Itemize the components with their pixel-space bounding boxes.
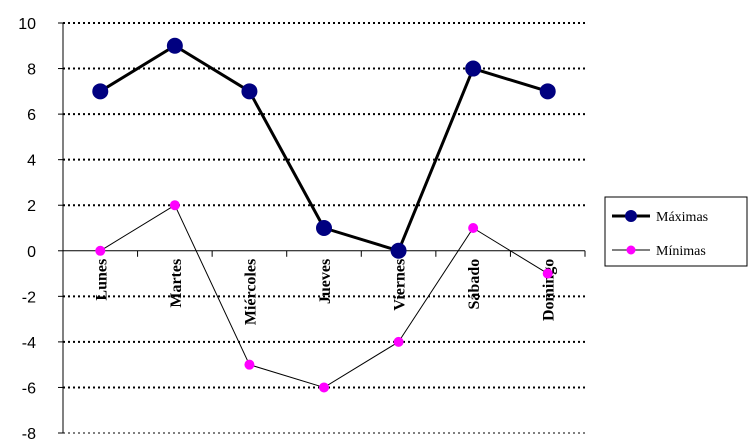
maximas-point: [539, 83, 556, 100]
minimas-point: [319, 382, 329, 393]
y-tick-label: 4: [27, 153, 36, 170]
minimas-point: [169, 200, 180, 211]
minimas-point: [468, 223, 479, 233]
x-tick-label: Domingo: [541, 259, 558, 321]
y-tick-label: -6: [22, 380, 36, 397]
y-axis-ticks: -8 -6 -4 -2 0 2 4 6 8 10: [18, 16, 63, 441]
legend-label-maximas: Máximas: [656, 210, 708, 225]
x-tick-label: Jueves: [317, 259, 334, 304]
x-tick-label: Sábado: [466, 259, 483, 310]
minimas-point: [393, 336, 404, 347]
y-tick-label: -4: [22, 335, 36, 352]
y-tick-label: -2: [22, 289, 36, 306]
legend: Máximas Mínimas: [604, 196, 748, 267]
minimas-point: [542, 268, 553, 279]
y-tick-label: 6: [27, 107, 36, 124]
legend-marker-minimas: [626, 245, 636, 255]
x-tick-label: Lunes: [93, 259, 110, 301]
x-tick-label: Martes: [168, 259, 185, 308]
legend-box: [604, 196, 748, 267]
maximas-point: [465, 60, 482, 77]
y-tick-label: 8: [27, 62, 36, 79]
x-axis-tick-labels: Lunes Martes Miércoles Jueves Viernes Sábado D…: [62, 250, 586, 325]
x-tick-label: Miércoles: [242, 259, 259, 325]
y-tick-label: 2: [27, 198, 36, 215]
series-lines: [99, 44, 549, 388]
minimas-point: [244, 359, 255, 370]
y-tick-label: 0: [27, 244, 36, 261]
legend-label-minimas: Mínimas: [656, 244, 706, 259]
minimas-point: [95, 245, 106, 256]
maximas-point: [92, 83, 109, 100]
axes: [62, 23, 585, 433]
maximas-point: [316, 220, 332, 236]
y-tick-label: -8: [22, 426, 36, 441]
series-points: [92, 37, 556, 393]
y-tick-label: 10: [18, 16, 36, 33]
legend-marker-maximas: [625, 210, 637, 222]
maximas-point: [166, 37, 183, 54]
x-tick-label: Viernes: [392, 259, 409, 311]
maximas-point: [390, 242, 407, 259]
grid-lines: [63, 22, 585, 434]
maximas-point: [241, 83, 258, 100]
